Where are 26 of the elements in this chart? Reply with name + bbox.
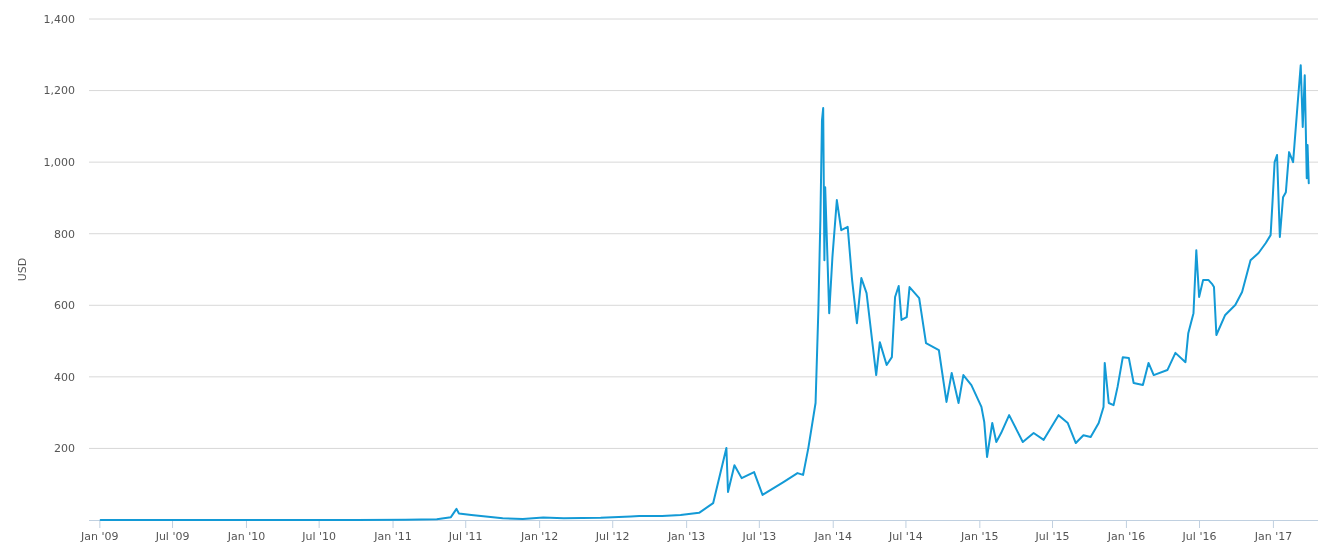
y-tick-label: 1,000 — [43, 155, 75, 169]
x-tick-label: Jul '12 — [594, 530, 630, 543]
x-tick-label: Jul '16 — [1181, 530, 1217, 543]
y-tick-label: 800 — [54, 227, 75, 241]
y-tick-label: 1,200 — [43, 84, 75, 98]
x-tick-label: Jan '15 — [960, 530, 999, 543]
x-tick-label: Jan '09 — [80, 530, 119, 543]
y-tick-label: 1,400 — [43, 12, 75, 26]
x-tick-label: Jan '11 — [373, 530, 412, 543]
x-tick-label: Jan '16 — [1106, 530, 1146, 543]
x-tick-label: Jul '14 — [888, 530, 923, 543]
x-tick-label: Jan '13 — [666, 530, 706, 543]
y-axis-title: USD — [16, 257, 29, 282]
x-tick-label: Jul '10 — [301, 530, 337, 543]
x-tick-label: Jan '17 — [1253, 530, 1293, 543]
line-series — [99, 64, 1310, 521]
y-tick-label: 400 — [54, 370, 75, 384]
x-tick-label: Jul '09 — [154, 530, 190, 543]
x-tick-label: Jan '12 — [519, 530, 559, 543]
x-tick-label: Jul '13 — [741, 530, 777, 543]
x-tick-label: Jul '15 — [1034, 530, 1070, 543]
x-tick-label: Jul '11 — [447, 530, 483, 543]
x-tick-label: Jan '14 — [813, 530, 852, 543]
y-tick-label: 200 — [54, 442, 75, 456]
x-tick-label: Jan '10 — [226, 530, 266, 543]
y-tick-label: 600 — [54, 299, 75, 313]
